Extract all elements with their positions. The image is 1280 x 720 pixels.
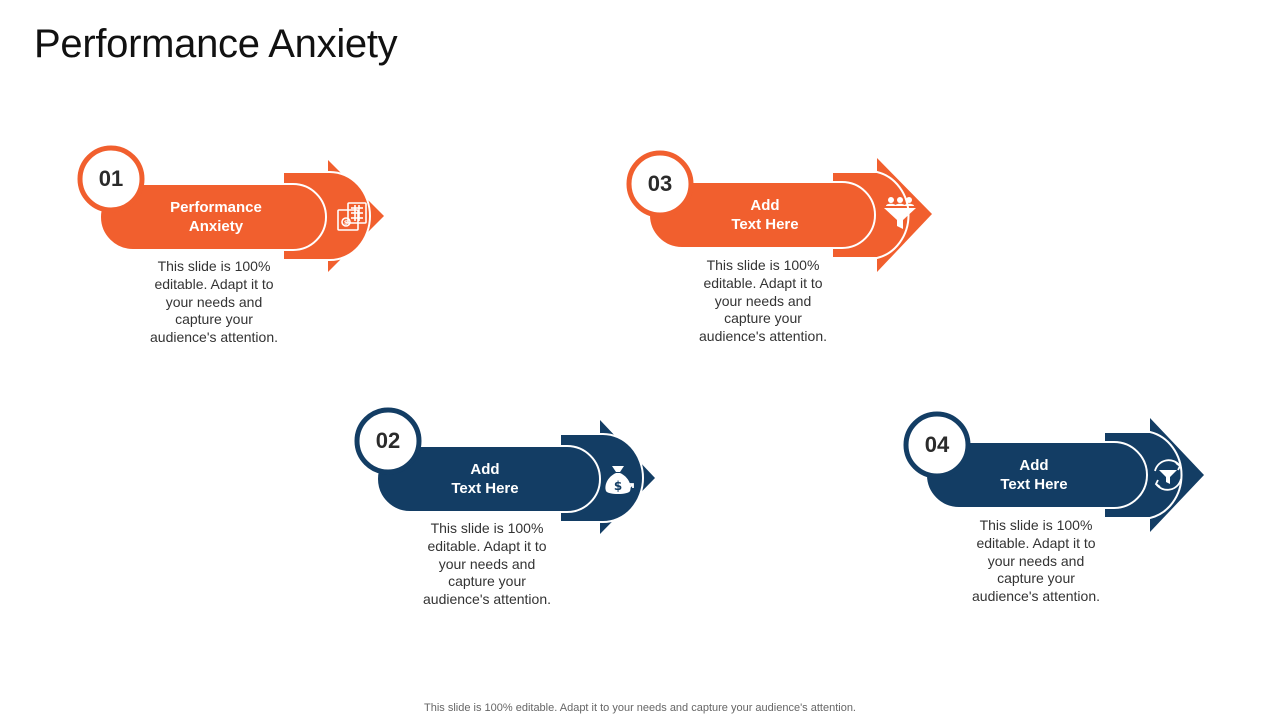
step-01-desc-line-2: editable. Adapt it to: [154, 275, 274, 292]
calculator-icon: $: [337, 202, 367, 231]
step-02-desc-line-4: capture your: [448, 573, 526, 590]
step-01-description: This slide is 100% editable. Adapt it to…: [134, 258, 294, 347]
step-01: 01 Performance Anxiety $ This slide is 1…: [77, 145, 388, 347]
step-03-label-line-2: Text Here: [731, 216, 799, 233]
step-02-shape: [354, 407, 655, 534]
step-01-label: Performance Anxiety: [110, 184, 322, 250]
step-04-desc-line-1: This slide is 100%: [979, 517, 1093, 533]
step-03-desc-line-5: audience's attention.: [699, 328, 827, 345]
step-02-desc-line-3: your needs and: [438, 555, 536, 572]
svg-text:$: $: [344, 220, 348, 227]
step-01-label-line-2: Anxiety: [188, 218, 244, 235]
step-02-label-line-2: Text Here: [451, 480, 519, 497]
step-02: 02 Add Text Here $ This slide is 100% ed…: [354, 407, 665, 609]
footer-note: This slide is 100% editable. Adapt it to…: [424, 702, 856, 714]
step-02-desc-line-5: audience's attention.: [423, 591, 551, 608]
step-04-desc-line-4: capture your: [997, 570, 1075, 587]
step-02-description: This slide is 100% editable. Adapt it to…: [407, 520, 567, 609]
step-03-desc-line-1: This slide is 100%: [706, 257, 820, 273]
step-02-desc-line-1: This slide is 100%: [430, 520, 544, 536]
svg-text:$: $: [614, 479, 622, 493]
step-03-label: Add Text Here: [659, 182, 871, 248]
step-04-label: Add Text Here: [928, 442, 1140, 508]
step-01-label-line-1: Performance: [170, 199, 262, 216]
step-02-number: 02: [375, 428, 401, 453]
step-03-shape: [626, 150, 932, 272]
step-03: 03 Add Text Here This slide is 100% edit…: [626, 150, 937, 350]
step-01-desc-line-4: capture your: [175, 311, 253, 328]
step-01-desc-line-5: audience's attention.: [150, 329, 278, 346]
funnel-cycle-icon: [1154, 459, 1182, 491]
step-01-number: 01: [98, 166, 124, 191]
step-01-desc-line-1: This slide is 100%: [157, 258, 271, 274]
step-04-shape: [903, 411, 1204, 532]
step-03-number: 03: [647, 171, 673, 196]
step-03-desc-line-4: capture your: [724, 310, 802, 327]
step-03-description: This slide is 100% editable. Adapt it to…: [683, 257, 843, 346]
funnel-people-icon: [884, 197, 916, 229]
step-04-desc-line-5: audience's attention.: [972, 588, 1100, 605]
step-01-desc-line-3: your needs and: [165, 293, 263, 310]
step-03-desc-line-3: your needs and: [714, 292, 812, 309]
step-04: 04 Add Text Here This slide is 100% edit…: [903, 411, 1214, 612]
step-03-label-line-1: Add: [750, 197, 780, 214]
step-02-label: Add Text Here: [379, 446, 591, 512]
step-04-label-line-2: Text Here: [1000, 476, 1068, 493]
money-bag-icon: $: [605, 466, 634, 494]
slide-title: Performance Anxiety: [34, 22, 398, 66]
step-04-desc-line-2: editable. Adapt it to: [976, 534, 1096, 551]
step-01-shape: [77, 145, 384, 272]
step-02-label-line-1: Add: [470, 461, 500, 478]
step-02-desc-line-2: editable. Adapt it to: [427, 537, 547, 554]
step-03-desc-line-2: editable. Adapt it to: [703, 274, 823, 291]
step-04-number: 04: [924, 432, 950, 457]
step-04-label-line-1: Add: [1019, 457, 1049, 474]
step-04-description: This slide is 100% editable. Adapt it to…: [956, 517, 1116, 606]
step-04-desc-line-3: your needs and: [987, 552, 1085, 569]
